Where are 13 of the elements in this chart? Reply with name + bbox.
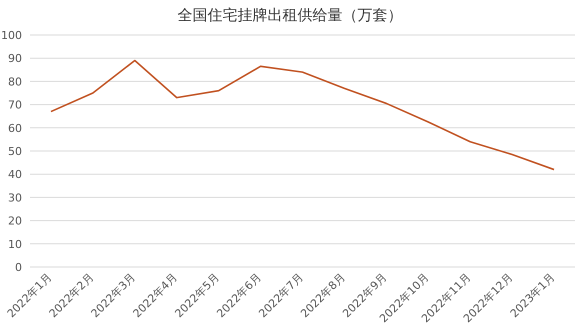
y-tick-label: 20	[8, 214, 22, 228]
y-tick-label: 30	[8, 191, 22, 204]
y-tick-label: 100	[1, 29, 22, 42]
y-tick-label: 90	[8, 52, 22, 66]
y-tick-label: 10	[8, 238, 22, 251]
line-series	[50, 60, 555, 170]
y-tick-label: 80	[8, 75, 22, 88]
y-tick-label: 0	[15, 261, 22, 274]
y-tick-label: 70	[8, 98, 22, 112]
y-tick-label: 40	[8, 168, 22, 182]
chart-title: 全国住宅挂牌出租供给量（万套）	[178, 6, 402, 24]
y-tick-label: 50	[8, 145, 22, 158]
y-tick-label: 60	[8, 122, 22, 135]
